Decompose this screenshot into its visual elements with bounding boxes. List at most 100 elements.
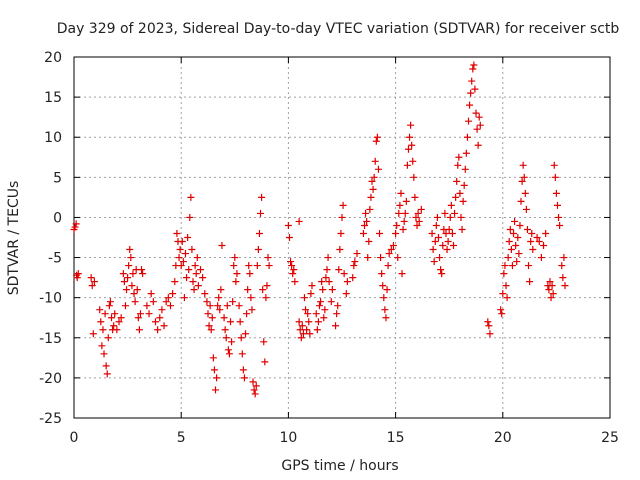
data-point <box>98 342 106 350</box>
x-tick-label: 5 <box>177 430 186 446</box>
data-point <box>89 330 97 338</box>
data-point <box>457 213 465 221</box>
data-point <box>120 278 128 286</box>
data-point <box>414 209 422 217</box>
data-point <box>209 354 217 362</box>
data-point <box>526 278 534 286</box>
data-point <box>327 298 335 306</box>
data-point <box>529 246 537 254</box>
data-point <box>222 334 230 342</box>
data-point <box>442 229 450 237</box>
data-point <box>164 294 172 302</box>
data-point <box>162 298 170 306</box>
data-point <box>456 189 464 197</box>
data-point <box>460 181 468 189</box>
data-point <box>438 270 446 278</box>
data-point <box>472 109 480 117</box>
plot-frame <box>73 56 611 419</box>
data-point <box>409 157 417 165</box>
data-point <box>117 314 125 322</box>
data-point <box>308 282 316 290</box>
data-point <box>434 234 442 241</box>
data-point <box>111 310 119 318</box>
data-point <box>407 121 415 129</box>
data-point <box>353 250 361 258</box>
data-point <box>265 262 273 270</box>
data-point <box>217 286 225 294</box>
data-point <box>428 229 436 237</box>
data-point <box>110 322 118 330</box>
data-point <box>485 322 493 330</box>
data-point <box>376 229 384 237</box>
data-point <box>260 338 268 346</box>
data-point <box>384 262 392 270</box>
data-point <box>523 225 531 233</box>
data-point <box>126 246 134 254</box>
data-point <box>506 225 514 233</box>
data-point <box>368 177 376 185</box>
data-point <box>138 266 146 274</box>
data-point <box>437 266 445 274</box>
data-point <box>96 306 104 314</box>
data-point <box>336 246 344 254</box>
data-point <box>284 221 292 229</box>
data-point <box>186 213 194 221</box>
data-point <box>125 262 133 270</box>
data-point <box>338 213 346 221</box>
data-point <box>72 220 80 228</box>
data-point <box>263 282 271 290</box>
data-point <box>185 266 193 274</box>
data-point <box>199 274 207 282</box>
data-point <box>373 133 381 141</box>
data-point <box>298 322 306 330</box>
data-point <box>361 221 369 229</box>
data-point <box>333 310 341 318</box>
data-point <box>187 193 195 201</box>
data-point <box>210 366 218 374</box>
y-tick-label: 0 <box>53 210 62 226</box>
data-point <box>349 274 357 282</box>
data-point <box>463 133 471 141</box>
data-point <box>469 65 477 73</box>
data-point <box>171 278 179 286</box>
data-point <box>537 254 545 262</box>
data-point <box>512 242 520 250</box>
data-point <box>332 322 340 330</box>
data-point <box>232 278 240 286</box>
data-point <box>383 286 391 294</box>
y-tick-label: 20 <box>44 50 62 66</box>
data-point <box>179 258 187 266</box>
data-point <box>395 209 403 217</box>
data-point <box>248 306 256 314</box>
data-point <box>108 314 116 322</box>
data-point <box>476 121 484 129</box>
data-point <box>131 298 139 306</box>
data-point <box>239 366 247 374</box>
data-point <box>130 290 138 298</box>
data-point <box>412 213 420 221</box>
data-point <box>443 246 451 254</box>
data-point <box>519 161 527 169</box>
data-point <box>339 201 347 209</box>
data-point <box>253 262 261 270</box>
data-point <box>178 238 186 246</box>
data-point <box>192 270 200 278</box>
data-point <box>317 298 325 306</box>
data-point <box>508 262 516 270</box>
data-point <box>366 205 374 213</box>
data-point <box>103 370 111 378</box>
chart-title: Day 329 of 2023, Sidereal Day-to-day VTE… <box>57 21 620 37</box>
data-point <box>540 242 548 250</box>
data-point <box>102 362 110 370</box>
data-point <box>397 189 405 197</box>
data-point <box>74 270 82 278</box>
data-point <box>314 318 322 326</box>
data-point <box>225 350 233 358</box>
data-point <box>398 270 406 278</box>
data-point <box>473 125 481 133</box>
data-point <box>393 221 401 229</box>
data-point <box>90 278 98 286</box>
data-point <box>100 350 108 358</box>
data-point <box>240 374 248 382</box>
